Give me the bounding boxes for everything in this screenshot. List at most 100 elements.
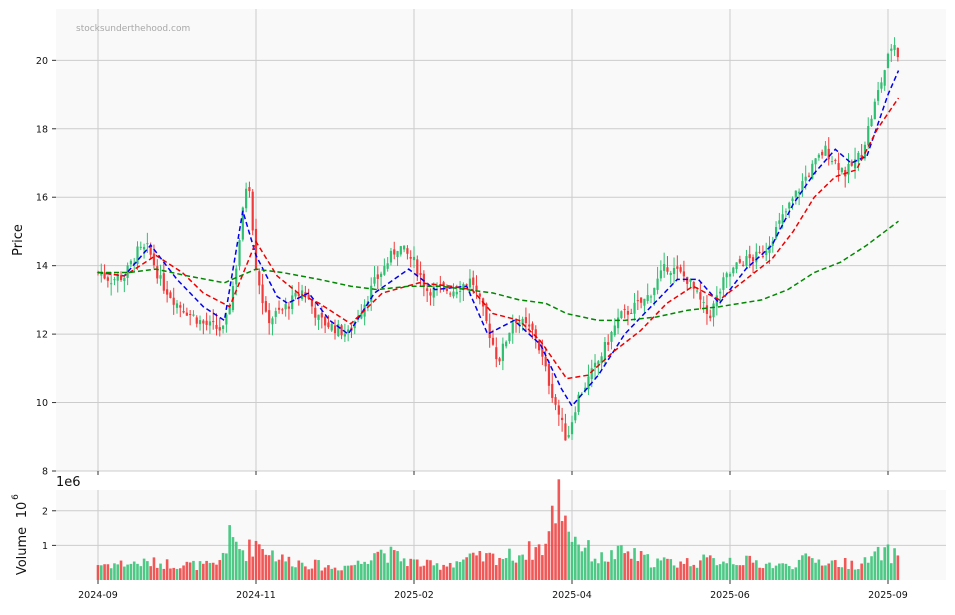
candle-body bbox=[774, 227, 778, 239]
volume-bar bbox=[238, 549, 241, 580]
x-tick-label: 2024-11 bbox=[236, 590, 276, 601]
candle-body bbox=[205, 320, 208, 325]
volume-bar bbox=[652, 567, 656, 580]
volume-bar bbox=[182, 565, 185, 580]
volume-bar bbox=[327, 565, 330, 580]
candle-body bbox=[896, 48, 899, 58]
volume-bar bbox=[379, 549, 383, 580]
volume-bar bbox=[146, 561, 149, 580]
volume-bar bbox=[185, 561, 189, 580]
candle-body bbox=[636, 300, 639, 302]
candle-body bbox=[324, 316, 327, 326]
candle-body bbox=[551, 383, 554, 398]
candle-body bbox=[399, 246, 402, 255]
volume-bar bbox=[435, 563, 439, 580]
candle-body bbox=[235, 268, 238, 285]
volume-bar bbox=[313, 559, 317, 580]
candle-body bbox=[307, 294, 310, 299]
volume-bar bbox=[389, 546, 393, 580]
price-y-tick-label: 20 bbox=[36, 56, 48, 67]
volume-bar bbox=[794, 567, 798, 580]
candle-body bbox=[340, 325, 343, 336]
volume-bar bbox=[481, 561, 485, 580]
volume-bar bbox=[494, 565, 498, 580]
volume-bar bbox=[587, 540, 590, 580]
volume-bar bbox=[708, 555, 712, 580]
candle-body bbox=[577, 394, 580, 412]
volume-bar bbox=[837, 567, 840, 580]
candle-body bbox=[666, 267, 669, 272]
volume-bar bbox=[340, 570, 343, 580]
candle-body bbox=[136, 246, 139, 265]
volume-y-axis-scale-power: 6 bbox=[11, 494, 21, 500]
candle-body bbox=[781, 214, 784, 224]
volume-bar bbox=[383, 553, 386, 580]
candle-body bbox=[442, 282, 445, 287]
candle-body bbox=[702, 302, 705, 304]
volume-bar bbox=[248, 539, 251, 580]
candle-body bbox=[616, 317, 620, 329]
candle-body bbox=[567, 434, 570, 438]
candle-body bbox=[613, 325, 616, 336]
volume-bar bbox=[758, 567, 761, 580]
candle-body bbox=[761, 255, 765, 257]
candle-body bbox=[709, 315, 712, 319]
volume-bar bbox=[152, 557, 156, 580]
candle-body bbox=[445, 288, 449, 292]
volume-bar bbox=[643, 554, 646, 580]
volume-bar bbox=[541, 555, 544, 580]
candle-body bbox=[465, 284, 468, 286]
candle-body bbox=[524, 317, 528, 324]
candle-body bbox=[679, 267, 682, 272]
volume-bar bbox=[215, 564, 218, 580]
candle-body bbox=[218, 327, 221, 331]
volume-bar bbox=[695, 567, 699, 580]
candle-body bbox=[383, 266, 386, 275]
volume-bar bbox=[462, 559, 465, 580]
volume-bar bbox=[386, 562, 389, 580]
volume-bar bbox=[323, 567, 327, 580]
volume-bar bbox=[573, 536, 577, 580]
volume-bar bbox=[396, 551, 399, 580]
volume-bar bbox=[873, 551, 877, 580]
candle-body bbox=[379, 273, 383, 277]
volume-bar bbox=[234, 541, 238, 580]
volume-bar bbox=[771, 568, 775, 580]
candle-body bbox=[291, 295, 294, 310]
candle-body bbox=[491, 337, 495, 345]
candle-body bbox=[498, 358, 501, 362]
candle-body bbox=[452, 291, 455, 297]
candle-body bbox=[485, 303, 488, 322]
candle-body bbox=[149, 246, 152, 255]
volume-bar bbox=[741, 565, 745, 580]
candle-body bbox=[337, 324, 340, 337]
candle-body bbox=[890, 48, 893, 51]
volume-bar bbox=[860, 563, 863, 580]
volume-bar bbox=[297, 560, 301, 580]
volume-bar bbox=[231, 537, 235, 580]
volume-bar bbox=[814, 562, 817, 580]
volume-bar bbox=[521, 554, 524, 580]
price-y-tick-label: 12 bbox=[36, 330, 48, 341]
candle-body bbox=[893, 45, 896, 50]
volume-bar bbox=[498, 557, 501, 580]
candle-body bbox=[557, 405, 560, 415]
volume-bar bbox=[801, 555, 804, 580]
candle-body bbox=[877, 90, 880, 101]
volume-bar bbox=[633, 548, 636, 580]
candle-body bbox=[853, 159, 857, 169]
volume-bar bbox=[425, 559, 429, 580]
candle-body bbox=[765, 250, 768, 256]
volume-bar bbox=[824, 565, 827, 580]
candle-body bbox=[198, 320, 202, 325]
candle-body bbox=[106, 277, 109, 281]
volume-bar bbox=[458, 561, 462, 580]
volume-bar bbox=[863, 557, 867, 580]
volume-bar bbox=[817, 559, 821, 580]
volume-bar bbox=[659, 560, 663, 580]
candle-body bbox=[475, 285, 478, 291]
volume-bar bbox=[221, 552, 225, 580]
volume-bar bbox=[784, 563, 788, 580]
candle-body bbox=[248, 187, 251, 192]
candle-body bbox=[113, 279, 116, 281]
